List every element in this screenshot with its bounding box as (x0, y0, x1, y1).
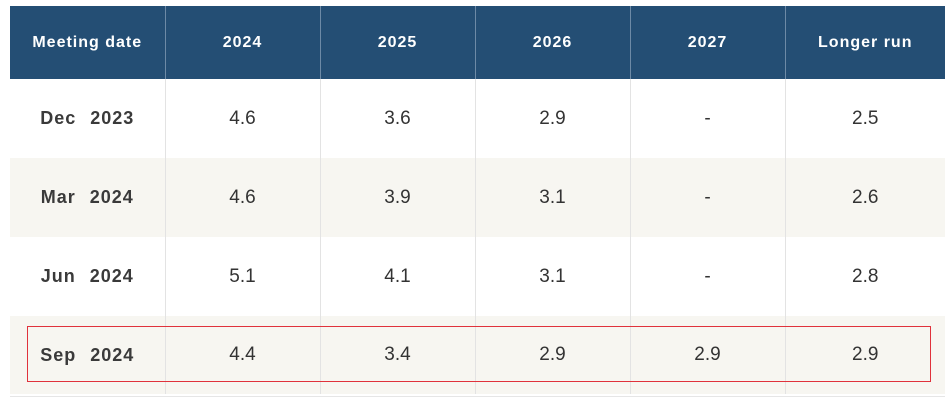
row-value-2026: 3.1 (475, 158, 631, 237)
row-value-longer-run: 2.5 (785, 79, 945, 158)
row-value-longer-run: 2.9 (785, 316, 945, 394)
row-meeting-date: Mar 2024 (10, 158, 166, 237)
row-meeting-date: Sep 2024 (10, 316, 166, 394)
table-row: Mar 2024 4.6 3.9 3.1 - 2.6 (10, 158, 945, 237)
row-value-2026: 2.9 (475, 79, 631, 158)
row-value-2024: 4.6 (165, 79, 321, 158)
header-meeting-date: Meeting date (10, 6, 166, 79)
row-value-2027: 2.9 (630, 316, 786, 394)
row-value-2027: - (630, 237, 786, 316)
header-2025: 2025 (320, 6, 476, 79)
row-meeting-date: Dec 2023 (10, 79, 166, 158)
table-bottom-border (10, 396, 945, 397)
table-row: Jun 2024 5.1 4.1 3.1 - 2.8 (10, 237, 945, 316)
row-value-2024: 4.6 (165, 158, 321, 237)
row-value-2027: - (630, 158, 786, 237)
row-value-2026: 2.9 (475, 316, 631, 394)
row-value-longer-run: 2.8 (785, 237, 945, 316)
row-value-longer-run: 2.6 (785, 158, 945, 237)
row-value-2025: 3.4 (320, 316, 476, 394)
row-value-2025: 3.6 (320, 79, 476, 158)
table-row-highlighted: Sep 2024 4.4 3.4 2.9 2.9 2.9 (10, 316, 945, 394)
table-body: Dec 2023 4.6 3.6 2.9 - 2.5 Mar 2024 4.6 … (10, 79, 945, 394)
table-row: Dec 2023 4.6 3.6 2.9 - 2.5 (10, 79, 945, 158)
row-value-2026: 3.1 (475, 237, 631, 316)
row-value-2024: 5.1 (165, 237, 321, 316)
header-2024: 2024 (165, 6, 321, 79)
header-2026: 2026 (475, 6, 631, 79)
table-header: Meeting date 2024 2025 2026 2027 Longer … (10, 6, 945, 79)
row-value-2027: - (630, 79, 786, 158)
header-2027: 2027 (630, 6, 786, 79)
row-value-2024: 4.4 (165, 316, 321, 394)
header-row: Meeting date 2024 2025 2026 2027 Longer … (10, 6, 945, 79)
row-value-2025: 3.9 (320, 158, 476, 237)
header-longer-run: Longer run (785, 6, 945, 79)
row-meeting-date: Jun 2024 (10, 237, 166, 316)
row-value-2025: 4.1 (320, 237, 476, 316)
projections-table: Meeting date 2024 2025 2026 2027 Longer … (10, 6, 945, 394)
